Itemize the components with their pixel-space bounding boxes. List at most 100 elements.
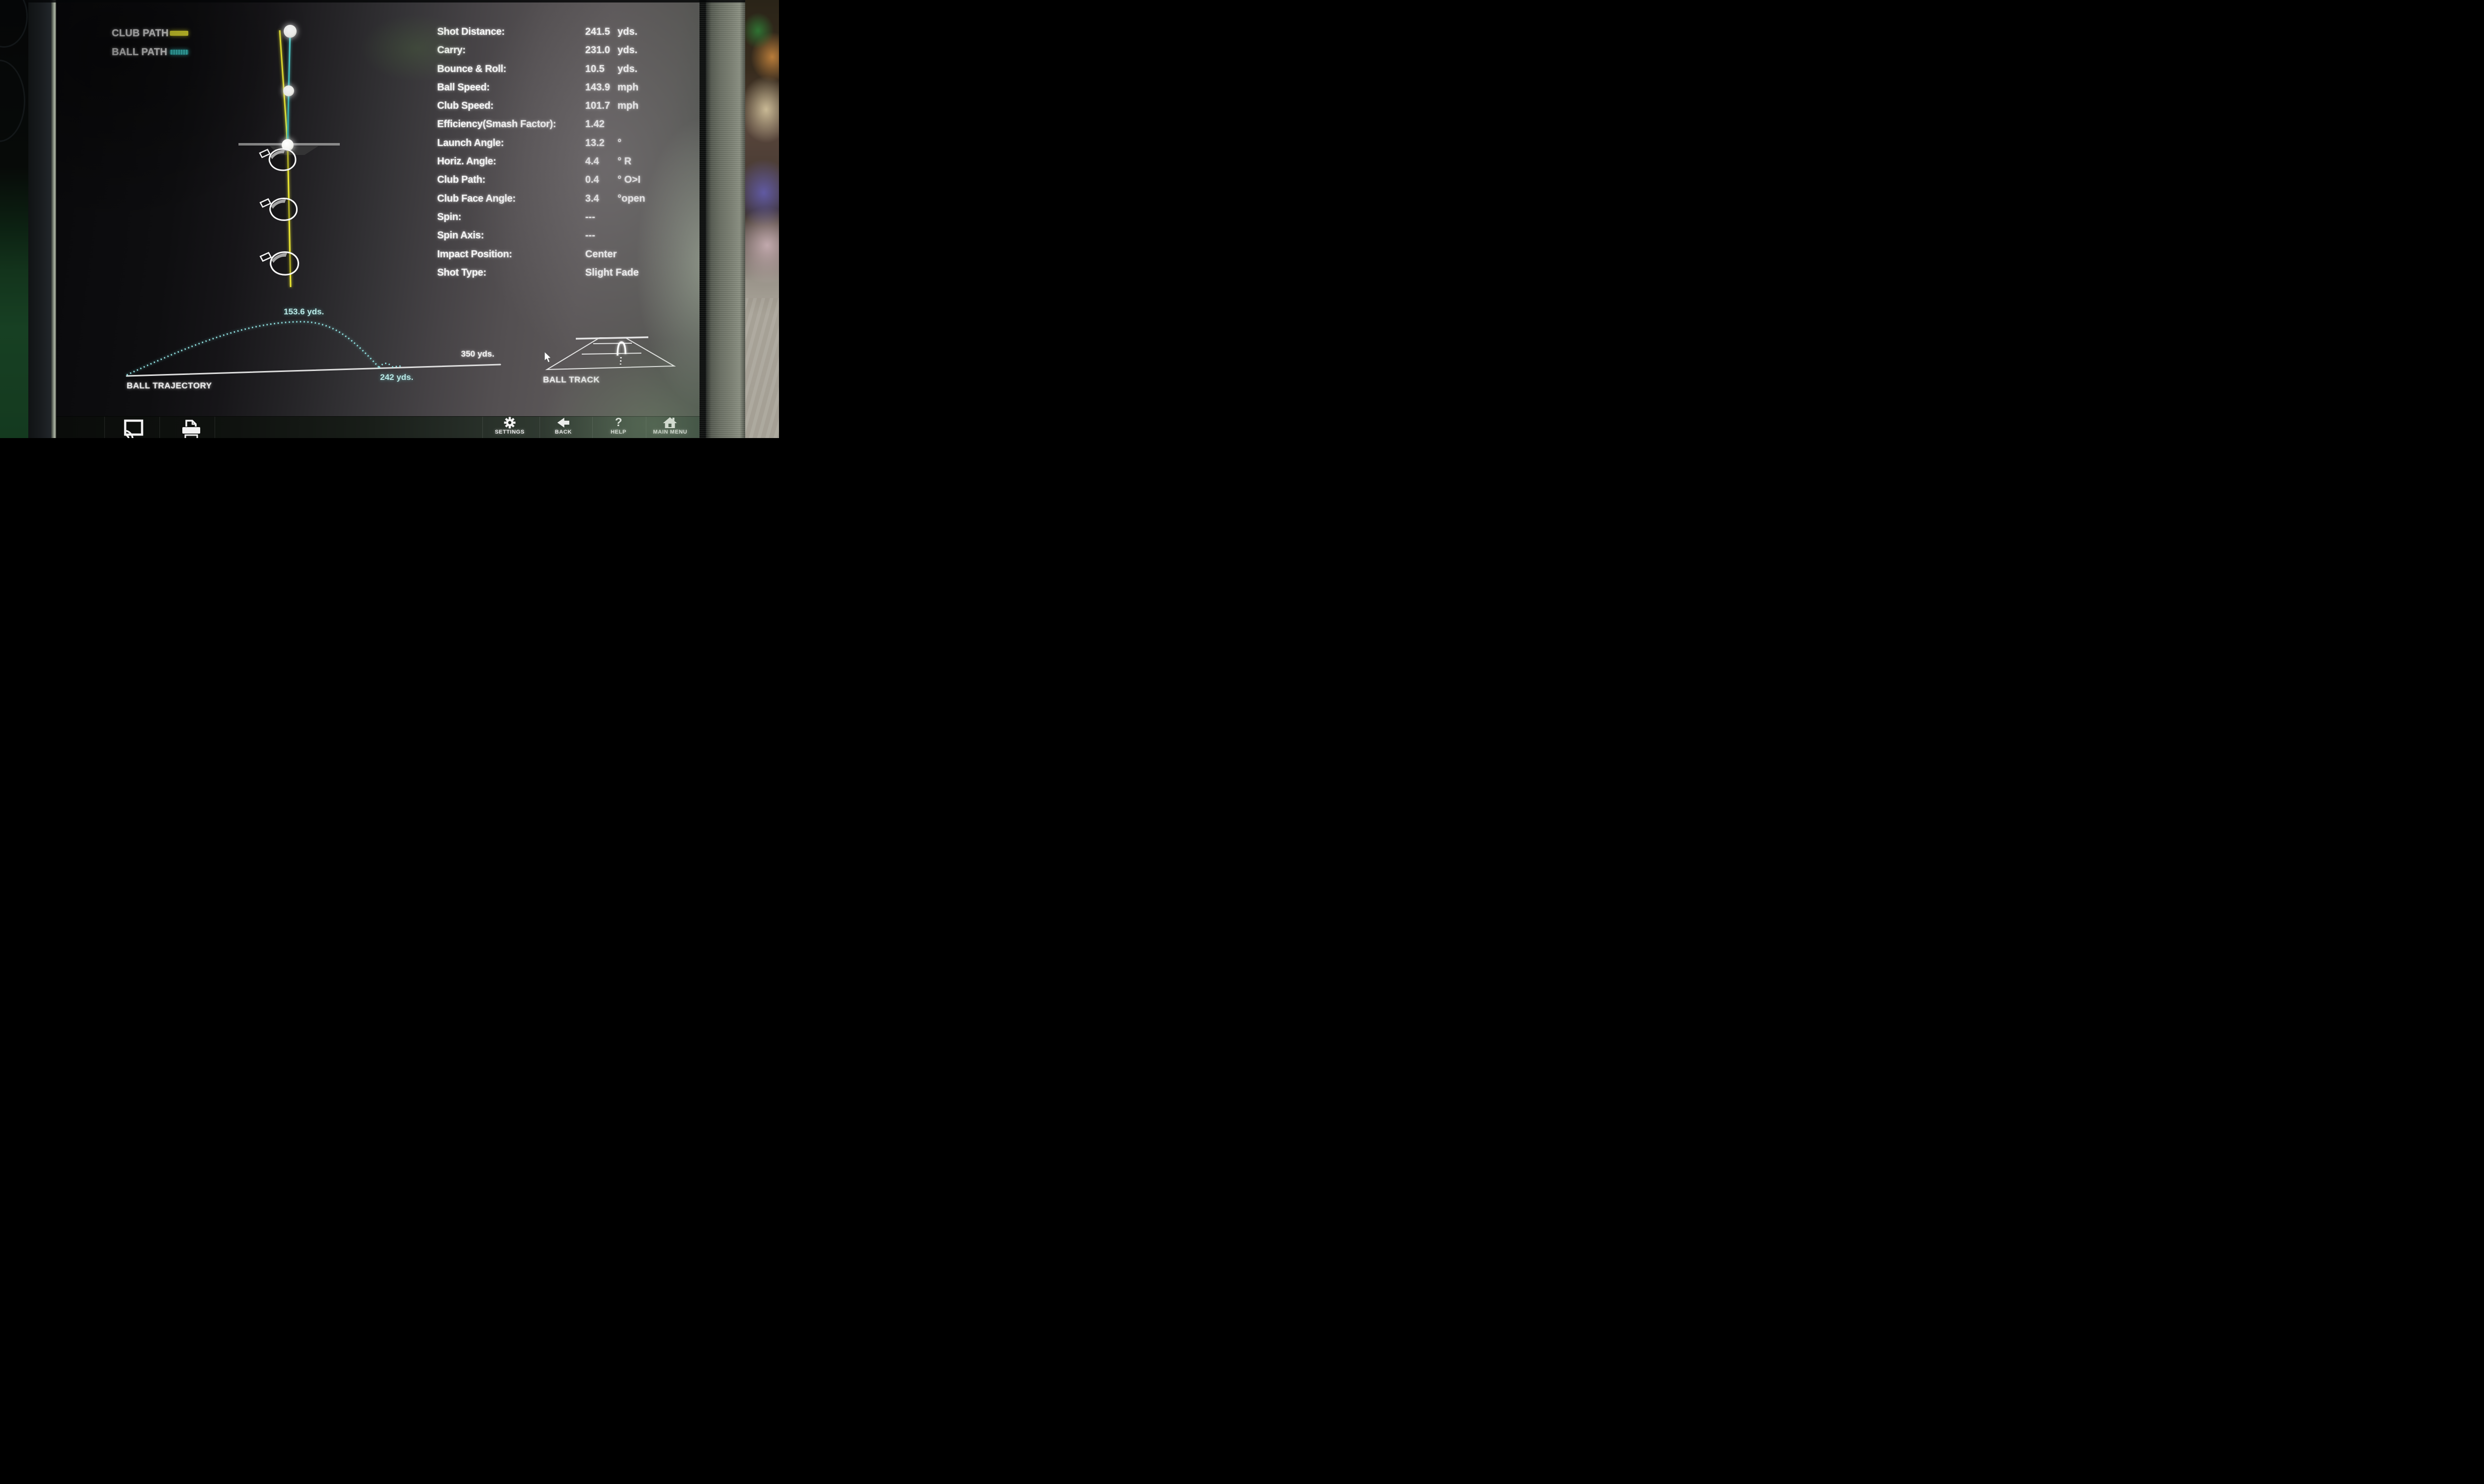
stat-spin-axis: Spin Axis: --- xyxy=(437,226,699,245)
share-screen-button[interactable] xyxy=(120,417,146,438)
club-head-2 xyxy=(259,196,299,223)
main-menu-button[interactable]: MAIN MENU xyxy=(653,417,688,438)
question-mark-icon: ? xyxy=(615,417,622,429)
stat-club-speed: Club Speed: 101.7 mph xyxy=(437,97,699,115)
room-background-left xyxy=(0,0,28,438)
stat-launch-angle: Launch Angle: 13.2 ° xyxy=(437,134,699,152)
bottom-toolbar: SETTINGS BACK ? HELP MAIN MENU xyxy=(56,416,699,438)
screen-edge-highlight xyxy=(51,0,56,438)
ball-track-diagram xyxy=(545,336,676,371)
stat-efficiency: Efficiency(Smash Factor): 1.42 xyxy=(437,115,699,134)
stat-label: Shot Distance: xyxy=(437,26,505,37)
ball-trajectory-title: BALL TRAJECTORY xyxy=(127,381,212,390)
stat-label: Impact Position: xyxy=(437,248,512,260)
simulator-screen: CLUB PATH BALL PATH xyxy=(56,0,699,438)
help-label: HELP xyxy=(611,429,626,435)
ball-track-title: BALL TRACK xyxy=(543,375,600,384)
path-legend: CLUB PATH BALL PATH xyxy=(112,24,188,62)
back-arrow-icon xyxy=(557,418,569,428)
legend-row-club-path: CLUB PATH xyxy=(112,24,188,43)
stat-bounce-roll: Bounce & Roll: 10.5 yds. xyxy=(437,60,699,78)
stat-carry: Carry: 231.0 yds. xyxy=(437,41,699,60)
home-icon xyxy=(663,417,677,428)
stat-label: Launch Angle: xyxy=(437,137,504,148)
help-button[interactable]: ? HELP xyxy=(611,417,626,438)
stat-horiz-angle: Horiz. Angle: 4.4 ° R xyxy=(437,152,699,171)
room-background-right xyxy=(745,0,779,438)
monitor-bezel-right xyxy=(699,0,745,438)
stat-ball-speed: Ball Speed: 143.9 mph xyxy=(437,78,699,97)
launch-monitor-photo: CLUB PATH BALL PATH xyxy=(0,0,779,438)
ball-position-impact xyxy=(282,139,294,151)
trajectory-bounce xyxy=(378,363,392,368)
stat-shot-type: Shot Type: Slight Fade xyxy=(437,264,699,282)
stat-value: 4.4 ° R xyxy=(585,156,631,167)
printer-icon xyxy=(182,420,200,438)
settings-button[interactable]: SETTINGS xyxy=(495,417,525,438)
stat-club-face-angle: Club Face Angle: 3.4 °open xyxy=(437,190,699,208)
shot-stats-list: Shot Distance: 241.5 yds. Carry: 231.0 yds. … xyxy=(437,23,699,282)
stat-value: 143.9 mph xyxy=(585,81,639,93)
stat-value: 231.0 yds. xyxy=(585,45,638,56)
track-depth-line-1 xyxy=(593,343,632,344)
main-menu-label: MAIN MENU xyxy=(653,429,688,435)
share-screen-icon xyxy=(124,419,144,438)
stat-label: Ball Speed: xyxy=(437,81,490,93)
stat-value: Slight Fade xyxy=(585,267,639,278)
stat-value: --- xyxy=(585,230,595,241)
gear-icon xyxy=(504,417,516,429)
club-path-color-swatch xyxy=(170,31,188,36)
stat-shot-distance: Shot Distance: 241.5 yds. xyxy=(437,23,699,41)
track-back-line xyxy=(575,336,649,340)
monitor-bezel-left xyxy=(28,0,51,438)
settings-label: SETTINGS xyxy=(495,429,525,435)
stat-label: Spin: xyxy=(437,211,462,223)
trajectory-curve xyxy=(126,321,380,376)
ball-path-color-swatch xyxy=(170,50,188,55)
cable-shape xyxy=(0,60,25,142)
mouse-cursor xyxy=(544,351,552,363)
stat-label: Spin Axis: xyxy=(437,230,484,241)
monitor-bezel-top xyxy=(28,0,745,2)
toolbar-divider xyxy=(159,417,160,438)
stat-value: 241.5 yds. xyxy=(585,26,638,37)
ball-position-mid xyxy=(283,85,294,96)
club-head-3 xyxy=(259,250,300,278)
stat-label: Club Face Angle: xyxy=(437,193,516,204)
trajectory-roll xyxy=(391,365,401,368)
stat-value: 0.4 ° O>I xyxy=(585,174,641,186)
stat-label: Bounce & Roll: xyxy=(437,63,507,74)
stat-label: Club Path: xyxy=(437,174,485,186)
stat-spin: Spin: --- xyxy=(437,208,699,226)
graphics-layer xyxy=(126,25,676,377)
trajectory-apex-label: 153.6 yds. xyxy=(284,307,324,316)
stat-impact-position: Impact Position: Center xyxy=(437,245,699,264)
club-head-1 xyxy=(259,147,297,173)
svg-text:?: ? xyxy=(615,417,622,429)
cable-shape xyxy=(0,0,28,48)
stat-club-path: Club Path: 0.4 ° O>I xyxy=(437,171,699,189)
stat-value: 3.4 °open xyxy=(585,193,645,204)
trajectory-landing-label: 242 yds. xyxy=(380,372,414,382)
stat-value: 1.42 xyxy=(585,119,605,130)
toolbar-divider xyxy=(592,417,593,438)
desk-surface xyxy=(745,298,779,438)
stat-label: Efficiency(Smash Factor): xyxy=(437,119,556,130)
stat-label: Shot Type: xyxy=(437,267,486,278)
print-button[interactable] xyxy=(179,417,203,438)
toolbar-divider xyxy=(482,417,483,438)
trajectory-axis-end-label: 350 yds. xyxy=(461,349,495,359)
legend-row-ball-path: BALL PATH xyxy=(112,43,188,62)
back-button[interactable]: BACK xyxy=(555,417,572,438)
legend-ball-path-label: BALL PATH xyxy=(112,46,167,58)
stat-label: Horiz. Angle: xyxy=(437,156,496,167)
track-depth-line-2 xyxy=(581,353,642,355)
stat-value: --- xyxy=(585,211,595,223)
legend-club-path-label: CLUB PATH xyxy=(112,27,169,39)
back-label: BACK xyxy=(554,429,572,435)
stat-label: Club Speed: xyxy=(437,100,494,112)
trajectory-baseline xyxy=(126,364,501,377)
stat-value: 10.5 yds. xyxy=(585,63,638,74)
ball-position-top xyxy=(284,25,297,38)
stat-value: 13.2 ° xyxy=(585,137,621,148)
